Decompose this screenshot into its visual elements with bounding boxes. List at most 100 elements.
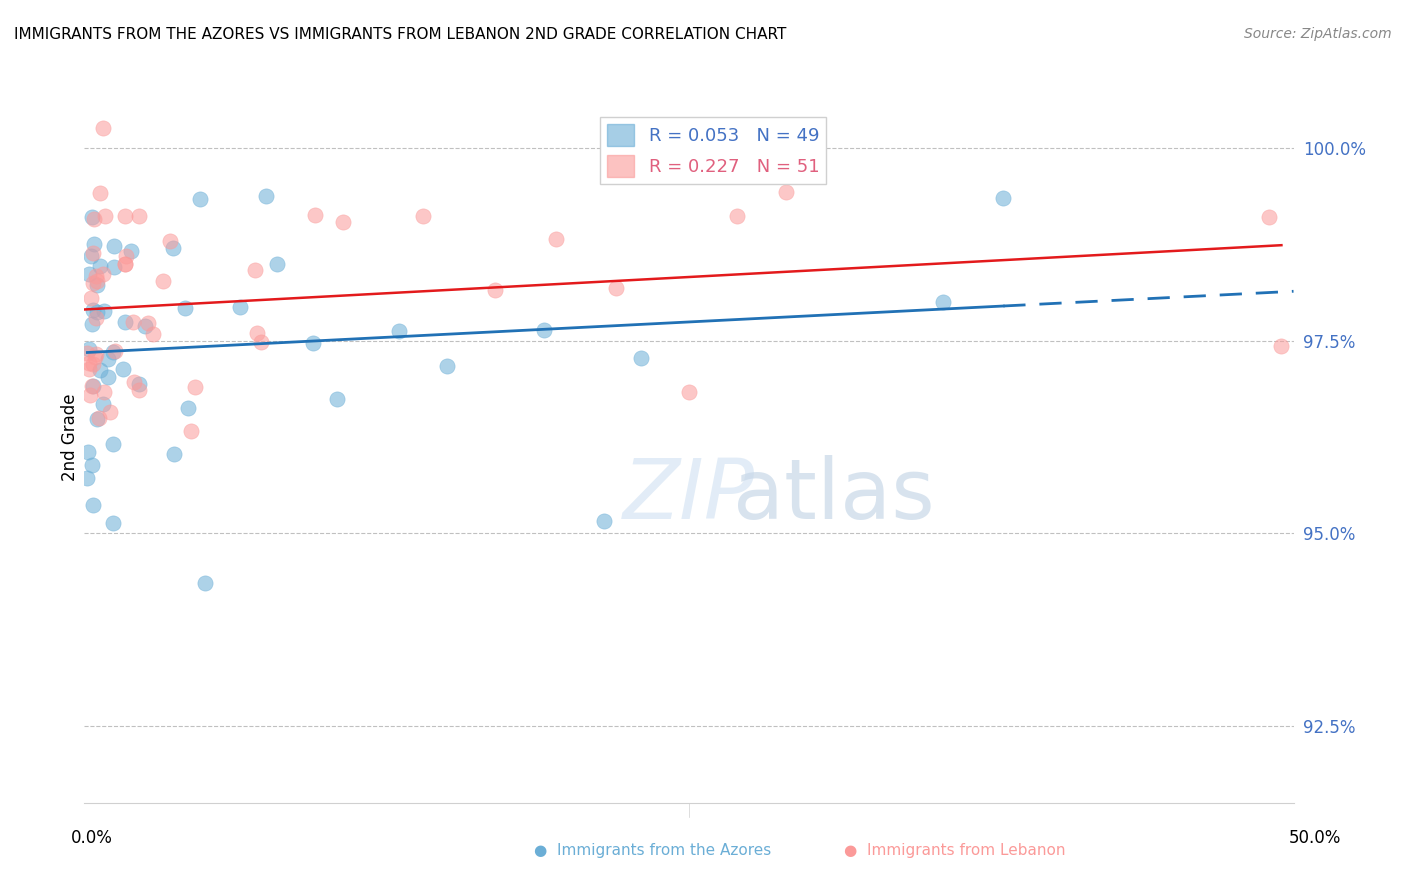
Point xyxy=(80,458,103,472)
Legend: R = 0.053   N = 49, R = 0.227   N = 51: R = 0.053 N = 49, R = 0.227 N = 51 xyxy=(600,117,827,185)
Point xyxy=(79,355,101,369)
Point xyxy=(544,232,567,246)
Point xyxy=(162,242,184,256)
Point xyxy=(86,412,108,426)
Point xyxy=(83,237,105,252)
Point xyxy=(86,269,108,284)
Point xyxy=(163,447,186,461)
Point xyxy=(89,363,111,377)
Point xyxy=(77,267,100,281)
Point xyxy=(128,383,150,397)
Point xyxy=(94,209,117,223)
Point xyxy=(120,244,142,259)
Point xyxy=(82,303,104,318)
Point xyxy=(80,249,103,263)
Point xyxy=(775,186,797,200)
Point xyxy=(79,388,101,402)
Point xyxy=(84,311,107,326)
Point xyxy=(114,256,136,270)
Point xyxy=(932,294,955,309)
Point xyxy=(82,276,104,290)
Point xyxy=(332,215,354,229)
Point xyxy=(436,359,458,374)
Point xyxy=(142,327,165,342)
Point xyxy=(266,257,288,271)
Point xyxy=(173,301,195,315)
Point xyxy=(89,186,111,200)
Point xyxy=(246,326,269,340)
Text: IMMIGRANTS FROM THE AZORES VS IMMIGRANTS FROM LEBANON 2ND GRADE CORRELATION CHAR: IMMIGRANTS FROM THE AZORES VS IMMIGRANTS… xyxy=(14,27,786,42)
Point xyxy=(188,192,211,206)
Point xyxy=(103,516,125,530)
Point xyxy=(101,437,124,451)
Point xyxy=(1270,339,1292,353)
Point xyxy=(250,335,273,350)
Text: Source: ZipAtlas.com: Source: ZipAtlas.com xyxy=(1244,27,1392,41)
Y-axis label: 2nd Grade: 2nd Grade xyxy=(60,393,79,481)
Point xyxy=(177,401,200,415)
Point xyxy=(97,351,120,366)
Point xyxy=(86,274,108,288)
Point xyxy=(98,405,121,419)
Point xyxy=(93,267,115,281)
Point xyxy=(82,357,104,371)
Point xyxy=(83,350,105,364)
Point xyxy=(134,318,156,333)
Point xyxy=(89,259,111,273)
Point xyxy=(229,300,252,314)
Point xyxy=(103,345,125,359)
Point xyxy=(121,315,143,329)
Point xyxy=(159,234,181,248)
Point xyxy=(128,209,150,223)
Point xyxy=(77,342,100,356)
Point xyxy=(678,385,700,400)
Point xyxy=(80,317,103,331)
Point xyxy=(326,392,349,407)
Point xyxy=(76,346,98,360)
Point xyxy=(84,347,107,361)
Point xyxy=(412,210,434,224)
Point xyxy=(114,257,136,271)
Point xyxy=(83,212,105,227)
Point xyxy=(180,424,202,438)
Text: ●  Immigrants from the Azores: ● Immigrants from the Azores xyxy=(534,843,772,857)
Point xyxy=(111,362,134,376)
Point xyxy=(304,208,326,222)
Point xyxy=(91,121,114,136)
Point xyxy=(80,291,103,305)
Point xyxy=(725,209,748,223)
Point xyxy=(82,379,104,393)
Point xyxy=(593,514,616,528)
Point xyxy=(86,278,108,293)
Point xyxy=(302,336,325,351)
Point xyxy=(254,189,277,203)
Point xyxy=(103,239,125,253)
Point xyxy=(91,397,114,411)
Point xyxy=(138,316,160,330)
Point xyxy=(114,209,136,223)
Point xyxy=(93,385,115,400)
Point xyxy=(86,305,108,319)
Point xyxy=(80,379,103,393)
Point xyxy=(82,498,104,512)
Point xyxy=(82,246,104,260)
Point xyxy=(115,249,138,263)
Point xyxy=(184,380,207,394)
Point xyxy=(124,376,146,390)
Point xyxy=(605,281,627,295)
Point xyxy=(993,191,1015,205)
Point xyxy=(93,304,115,318)
Point xyxy=(82,210,104,224)
Point xyxy=(114,315,136,329)
Text: 50.0%: 50.0% xyxy=(1288,829,1341,847)
Text: ZIP: ZIP xyxy=(623,455,755,536)
Point xyxy=(245,262,267,277)
Point xyxy=(97,370,120,384)
Text: atlas: atlas xyxy=(733,455,935,536)
Point xyxy=(77,361,100,376)
Point xyxy=(1258,210,1281,224)
Point xyxy=(104,343,127,358)
Point xyxy=(484,283,506,297)
Point xyxy=(388,324,411,338)
Text: 0.0%: 0.0% xyxy=(70,829,112,847)
